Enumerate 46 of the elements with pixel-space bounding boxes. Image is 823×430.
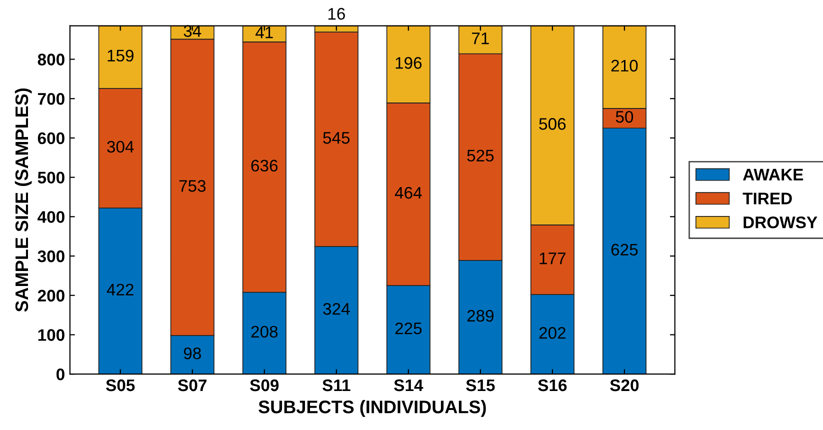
y-tick-label: 0 [56,368,64,380]
x-tick-label: S09 [250,379,279,392]
y-tick-label: 200 [38,290,64,302]
x-tick-label: S11 [322,379,350,392]
data-label: 636 [251,160,278,172]
legend-label: AWAKE [742,168,804,180]
y-tick-label: 800 [38,54,64,66]
data-label: 464 [394,186,422,199]
data-label: 625 [611,244,638,256]
legend-label: TIRED [742,192,792,204]
data-label: 545 [323,132,350,144]
y-tick-label: 100 [38,329,64,341]
data-label: 506 [539,118,566,130]
data-label: 208 [251,326,278,338]
data-label: 50 [616,110,634,123]
x-tick-label: S20 [610,379,639,392]
y-tick-label: 300 [38,250,64,262]
legend-label: DROWSY [744,216,818,228]
data-label: 196 [396,57,422,69]
y-tick-label: 400 [38,211,64,223]
data-label: 525 [467,150,494,162]
data-label: 16 [328,8,345,20]
data-label: 98 [184,347,201,360]
data-label: 177 [540,252,566,264]
data-label: 422 [106,284,134,296]
data-label: 34 [184,25,202,37]
y-tick-label: 600 [38,132,64,144]
data-label: 41 [256,26,273,38]
y-tick-label: 500 [38,172,64,184]
data-label: 202 [539,327,566,339]
data-label: 210 [611,60,638,72]
x-tick-label: S05 [106,379,135,392]
data-label: 159 [108,50,134,62]
y-tick-label: 700 [38,93,64,105]
data-label: 225 [395,322,422,334]
x-tick-label: S15 [466,379,495,392]
x-tick-label: S07 [178,379,206,392]
y-axis-title: SAMPLE SIZE (SAMPLES) [14,88,32,312]
data-label: 289 [467,310,494,322]
x-tick-label: S16 [538,379,567,392]
x-tick-label: S14 [394,379,424,392]
data-label: 304 [107,140,134,153]
data-label: 71 [472,32,489,44]
data-label: 324 [323,303,350,315]
data-label: 753 [179,180,206,192]
x-axis-title: SUBJECTS (INDIVIDUALS) [258,400,486,417]
